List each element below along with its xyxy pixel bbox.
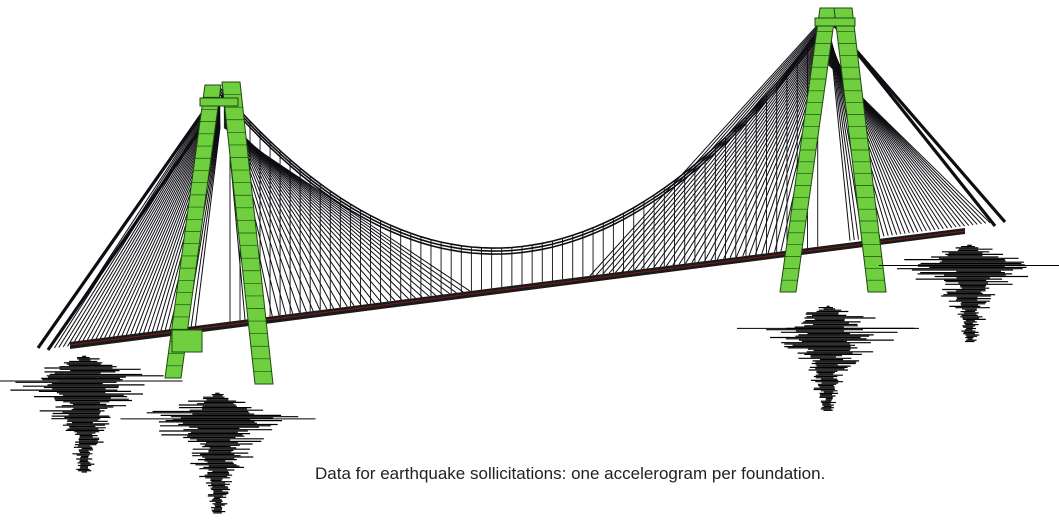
- stay-cable: [190, 126, 221, 331]
- accelerogram-center-right: [737, 305, 919, 411]
- stay-cable: [621, 24, 825, 273]
- hangers: [229, 31, 819, 322]
- stay-cable: [672, 35, 825, 266]
- pylon-base: [171, 329, 203, 353]
- stay-cable: [729, 48, 825, 259]
- bridge-deck: [69, 228, 966, 349]
- stay-cable: [704, 42, 825, 262]
- stay-cable: [67, 92, 221, 347]
- stay-cable: [640, 28, 825, 270]
- backstay-cable: [36, 87, 222, 349]
- stay-cable: [49, 87, 221, 349]
- stay-cable: [223, 127, 471, 292]
- stay-cable: [602, 20, 825, 275]
- pylon-crossbeam: [199, 97, 239, 107]
- stay-cable: [608, 21, 825, 274]
- stay-cable: [80, 96, 221, 345]
- stay-cable: [634, 27, 825, 271]
- backstay-cable: [832, 23, 997, 227]
- right-pylon: [779, 7, 887, 293]
- stay-cable: [58, 90, 221, 348]
- stay-cable: [75, 94, 221, 346]
- stay-cable: [691, 40, 825, 264]
- stay-cable: [723, 47, 825, 259]
- stay-cable: [659, 33, 825, 268]
- accelerogram-far-left: [0, 355, 183, 473]
- stay-cable: [710, 44, 825, 261]
- stay-cable: [53, 88, 221, 349]
- left-pylon: [164, 81, 274, 385]
- stay-cable: [716, 45, 825, 260]
- deck-accent-line: [69, 230, 966, 346]
- stay-cable: [615, 23, 825, 273]
- stay-cable: [62, 91, 221, 348]
- stay-cable: [71, 93, 221, 347]
- stay-cable: [697, 41, 825, 263]
- stay-cable: [653, 31, 825, 268]
- caption-text: Data for earthquake sollicitations: one …: [315, 464, 826, 483]
- accelerogram-far-right: [879, 244, 1059, 343]
- stay-cable: [589, 17, 825, 277]
- stay-cable: [194, 127, 221, 331]
- stay-cable: [678, 37, 825, 265]
- stay-cable: [685, 38, 825, 264]
- stay-cable: [665, 34, 825, 267]
- accelerogram-left: [120, 392, 316, 514]
- stay-cable: [595, 19, 825, 276]
- pylon-crossbeam: [814, 17, 856, 27]
- stay-cable: [646, 30, 825, 269]
- stay-cable: [627, 26, 825, 272]
